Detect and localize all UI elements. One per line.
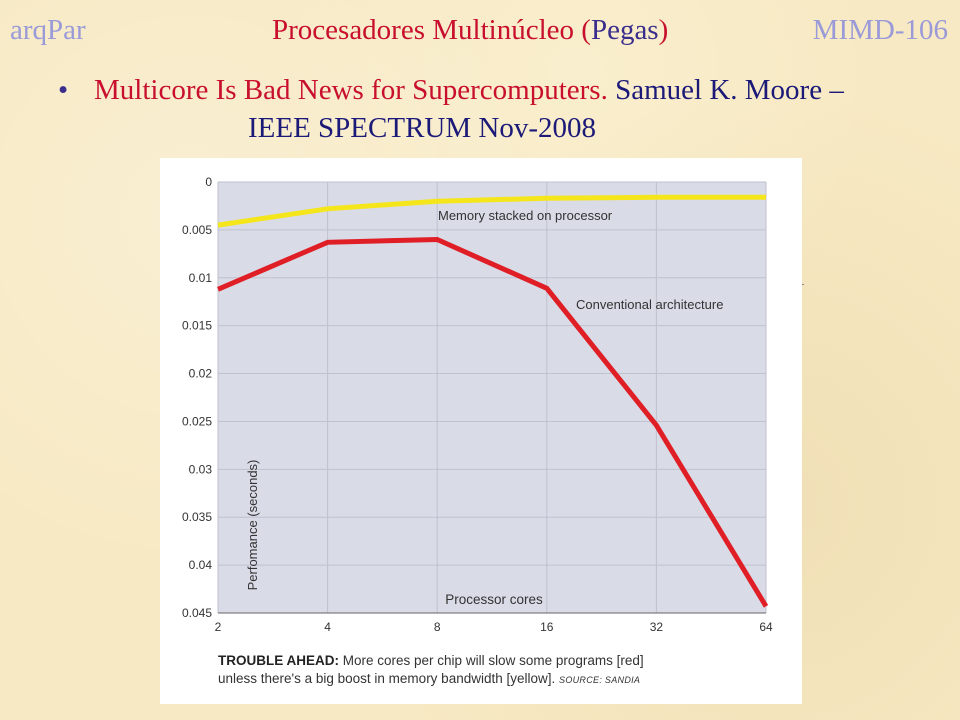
- y-tick-label: 0.025: [182, 414, 212, 428]
- series-label-memory-stacked: Memory stacked on processor: [438, 208, 613, 223]
- y-axis-label: Perfomance (seconds): [245, 460, 260, 591]
- y-tick-label: 0.03: [189, 462, 213, 476]
- article-source: IEEE SPECTRUM Nov-2008: [248, 112, 596, 144]
- series-label-conventional: Conventional architecture: [576, 297, 723, 312]
- y-tick-label: 0.015: [182, 319, 212, 333]
- title-pegas: Pegas: [590, 14, 659, 46]
- y-tick-label: 0.005: [182, 223, 212, 237]
- y-tick-label: 0.045: [182, 606, 212, 620]
- series-line-1: [217, 236, 769, 608]
- title-paren-close: ): [658, 14, 669, 46]
- plot-area: [218, 182, 766, 613]
- slide-title: Procesadores Multinúcleo (Pegas): [272, 10, 668, 50]
- y-tick-label: 0.04: [189, 558, 213, 572]
- article-author: Samuel K. Moore –: [615, 74, 844, 106]
- x-tick-label: 64: [759, 620, 773, 634]
- title-paren-open: (: [581, 14, 591, 46]
- x-tick-label: 2: [215, 620, 222, 634]
- x-tick-label: 32: [650, 620, 664, 634]
- caption-line1: More cores per chip will slow some progr…: [342, 653, 644, 668]
- caption-line2: unless there's a big boost in memory ban…: [218, 671, 556, 686]
- performance-chart: 0 0.005 0.01 0.015 0.02 0.025 0.03 0.035 0.04 0.0…: [182, 175, 773, 634]
- y-tick-label: 0.02: [189, 367, 213, 381]
- chart-figure: 0 0.005 0.01 0.015 0.02 0.025 0.03 0.035 0.04 0.0…: [160, 158, 802, 704]
- series-line-0: [217, 194, 766, 228]
- y-tick-label: 0.01: [189, 271, 213, 285]
- x-tick-label: 8: [434, 620, 441, 634]
- bullet-dot: •: [58, 74, 69, 106]
- caption-heading: TROUBLE AHEAD:: [218, 653, 339, 668]
- x-axis-label: Processor cores: [445, 592, 543, 607]
- caption-source: SOURCE: SANDIA: [559, 675, 641, 685]
- y-tick-label: 0: [205, 175, 212, 189]
- slide-header: arqPar Procesadores Multinúcleo (Pegas) …: [0, 10, 960, 50]
- x-tick-label: 4: [324, 620, 331, 634]
- x-tick-label: 16: [540, 620, 554, 634]
- y-tick-label: 0.035: [182, 510, 212, 524]
- chart-caption: TROUBLE AHEAD: More cores per chip will …: [218, 652, 798, 689]
- article-title: Multicore Is Bad News for Supercomputers…: [94, 74, 608, 106]
- slide-number: MIMD-106: [812, 14, 948, 46]
- course-code: arqPar: [10, 14, 86, 46]
- slide-title-main: Procesadores Multinúcleo: [272, 14, 575, 46]
- bullet-text: Multicore Is Bad News for Supercomputers…: [94, 72, 844, 108]
